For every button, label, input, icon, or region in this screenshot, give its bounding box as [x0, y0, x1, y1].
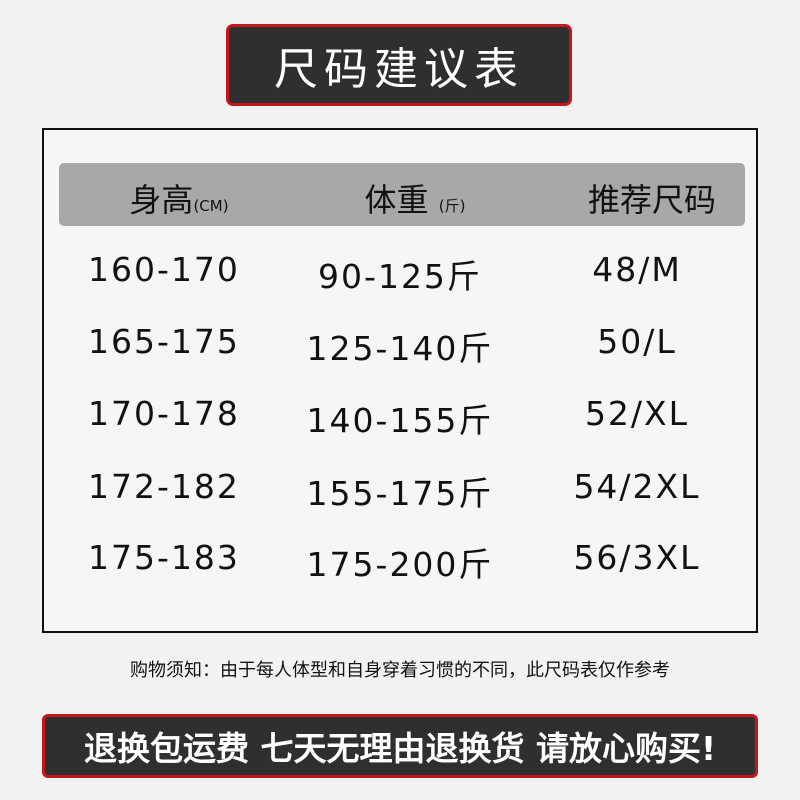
- height-cell: 172-182: [88, 467, 240, 506]
- height-cell: 165-175: [88, 322, 240, 361]
- title-banner: 尺码建议表: [226, 24, 572, 106]
- size-cell: 52/XL: [584, 394, 690, 433]
- weight-cell: 175-200斤: [306, 545, 494, 584]
- size-cell: 54/2XL: [573, 467, 701, 506]
- header-height: 身高(CM): [59, 175, 299, 221]
- header-label: 体重: [364, 181, 429, 219]
- return-policy-banner: 退换包运费 七天无理由退换货 请放心购买!: [42, 714, 758, 778]
- size-table: 身高(CM) 体重 (斤) 推荐尺码 160-170 90-125斤 48/M 165…: [42, 128, 758, 633]
- header-label: 推荐尺码: [587, 181, 716, 219]
- size-cell: 56/3XL: [573, 538, 701, 577]
- page-title: 尺码建议表: [274, 44, 524, 95]
- weight-cell: 125-140斤: [306, 329, 494, 368]
- shopping-notice: 购物须知：由于每人体型和自身穿着习惯的不同，此尺码表仅作参考: [130, 660, 670, 681]
- header-size: 推荐尺码: [532, 175, 772, 221]
- header-unit: (斤): [438, 197, 466, 215]
- size-cell: 50/L: [597, 322, 677, 361]
- size-cell: 48/M: [592, 250, 682, 289]
- height-cell: 170-178: [88, 394, 240, 433]
- header-label: 身高: [129, 181, 194, 219]
- height-cell: 175-183: [88, 538, 240, 577]
- weight-cell: 155-175斤: [306, 474, 494, 513]
- header-weight: 体重 (斤): [295, 175, 535, 221]
- height-cell: 160-170: [88, 250, 240, 289]
- weight-cell: 140-155斤: [306, 401, 494, 440]
- banner-text: 退换包运费 七天无理由退换货 请放心购买!: [83, 729, 717, 768]
- header-unit: (CM): [193, 197, 229, 215]
- table-header: 身高(CM) 体重 (斤) 推荐尺码: [59, 163, 745, 226]
- weight-cell: 90-125斤: [318, 257, 482, 296]
